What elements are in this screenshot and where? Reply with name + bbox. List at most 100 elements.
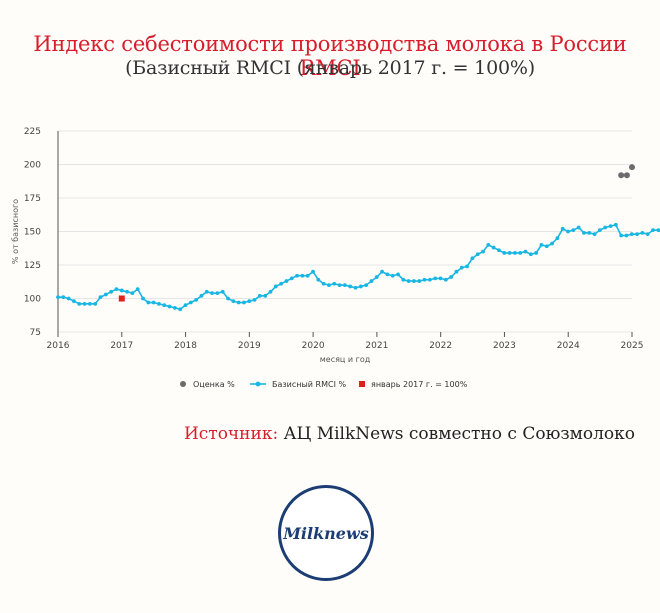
point-rmci bbox=[459, 265, 464, 270]
point-rmci bbox=[412, 279, 416, 283]
x-tick-label: 2018 bbox=[174, 341, 197, 351]
point-rmci bbox=[481, 249, 485, 254]
point-rmci bbox=[550, 241, 554, 246]
point-rmci bbox=[273, 284, 278, 289]
point-rmci bbox=[66, 296, 71, 301]
point-rmci bbox=[268, 289, 273, 294]
x-tick-label: 2023 bbox=[493, 341, 516, 351]
point-rmci bbox=[571, 228, 576, 233]
point-rmci bbox=[560, 226, 565, 231]
point-rmci bbox=[401, 277, 406, 282]
rmci-line-chart: 75 100 125 150 175 200 225 2016 2017 2018 2019 2020… bbox=[11, 127, 660, 389]
point-estimate bbox=[618, 172, 625, 179]
x-tick-label: 2020 bbox=[302, 341, 325, 351]
point-rmci bbox=[151, 300, 156, 305]
point-rmci bbox=[103, 292, 108, 297]
point-rmci bbox=[77, 301, 82, 306]
point-rmci bbox=[438, 276, 443, 281]
point-rmci bbox=[645, 232, 650, 237]
point-rmci bbox=[342, 283, 347, 287]
point-rmci bbox=[651, 228, 655, 233]
point-rmci bbox=[518, 251, 523, 255]
y-axis-title: % от базисного bbox=[11, 199, 20, 264]
legend: Оценка % Базисный RMCI % январь 2017 г. = … bbox=[180, 380, 468, 389]
point-rmci bbox=[194, 297, 199, 302]
point-rmci bbox=[555, 236, 560, 241]
point-rmci bbox=[215, 291, 220, 296]
point-rmci bbox=[576, 225, 581, 230]
point-rmci bbox=[417, 279, 422, 283]
point-rmci bbox=[72, 299, 76, 304]
point-rmci bbox=[406, 279, 411, 283]
point-rmci bbox=[167, 304, 172, 309]
point-rmci bbox=[640, 230, 645, 235]
point-rmci bbox=[433, 276, 438, 281]
y-tick-label: 75 bbox=[30, 328, 41, 338]
milknews-logo: Milknews bbox=[278, 485, 374, 581]
series-line-rmci bbox=[58, 223, 660, 311]
point-rmci bbox=[539, 243, 544, 247]
point-estimate bbox=[623, 172, 630, 179]
point-rmci bbox=[449, 275, 454, 279]
point-rmci bbox=[427, 277, 432, 282]
point-rmci bbox=[109, 289, 114, 294]
x-tick-label: 2016 bbox=[47, 341, 70, 351]
legend-marker-base bbox=[359, 381, 365, 387]
point-rmci bbox=[327, 283, 331, 287]
point-rmci bbox=[226, 296, 230, 301]
y-tick-label: 150 bbox=[24, 228, 41, 238]
point-rmci bbox=[566, 229, 570, 234]
y-tick-label: 225 bbox=[24, 127, 41, 137]
point-rmci bbox=[534, 251, 539, 255]
y-tick-label: 125 bbox=[24, 261, 41, 271]
point-rmci bbox=[380, 269, 384, 274]
point-rmci bbox=[284, 279, 289, 283]
point-rmci bbox=[279, 281, 284, 286]
legend-marker-rmci bbox=[255, 381, 261, 387]
y-tick-label: 175 bbox=[24, 194, 41, 204]
point-rmci bbox=[465, 264, 469, 269]
point-rmci bbox=[475, 252, 480, 257]
point-rmci bbox=[289, 276, 294, 281]
point-rmci bbox=[619, 233, 624, 238]
point-rmci bbox=[162, 303, 167, 308]
point-base-jan-2017 bbox=[118, 295, 125, 302]
point-rmci bbox=[528, 252, 533, 257]
point-rmci bbox=[507, 251, 512, 255]
point-rmci bbox=[316, 277, 321, 282]
point-rmci bbox=[613, 222, 618, 227]
x-tick-label: 2025 bbox=[621, 341, 644, 351]
point-rmci bbox=[252, 297, 257, 302]
point-rmci bbox=[125, 289, 129, 294]
point-rmci bbox=[582, 230, 586, 235]
point-rmci bbox=[374, 275, 379, 279]
point-rmci bbox=[491, 245, 496, 250]
chart-subtitle: (Базисный RMCI (январь 2017 г. = 100%) bbox=[125, 57, 535, 79]
point-rmci bbox=[608, 224, 613, 229]
point-rmci bbox=[470, 256, 475, 261]
x-tick-label: 2024 bbox=[557, 341, 580, 351]
point-rmci bbox=[656, 228, 660, 233]
point-rmci bbox=[396, 272, 400, 277]
legend-label-estimate: Оценка % bbox=[193, 380, 235, 389]
point-rmci bbox=[146, 300, 151, 305]
point-rmci bbox=[157, 301, 161, 306]
point-rmci bbox=[204, 289, 209, 294]
point-rmci bbox=[178, 307, 183, 312]
point-rmci bbox=[486, 243, 491, 247]
point-rmci bbox=[300, 273, 305, 278]
point-rmci bbox=[236, 300, 241, 305]
point-rmci bbox=[603, 225, 608, 230]
point-rmci bbox=[358, 284, 363, 289]
point-rmci bbox=[369, 279, 374, 283]
point-rmci bbox=[587, 230, 592, 235]
legend-label-rmci: Базисный RMCI % bbox=[272, 380, 346, 389]
point-rmci bbox=[321, 281, 326, 286]
point-rmci bbox=[183, 303, 188, 308]
point-rmci bbox=[597, 228, 602, 233]
source-note: Источник: АЦ MilkNews совместно с Союзмо… bbox=[184, 424, 635, 444]
point-rmci bbox=[61, 295, 66, 300]
y-tick-label: 200 bbox=[24, 161, 41, 171]
x-axis-title: месяц и год bbox=[320, 355, 371, 364]
x-tick-label: 2021 bbox=[365, 341, 388, 351]
